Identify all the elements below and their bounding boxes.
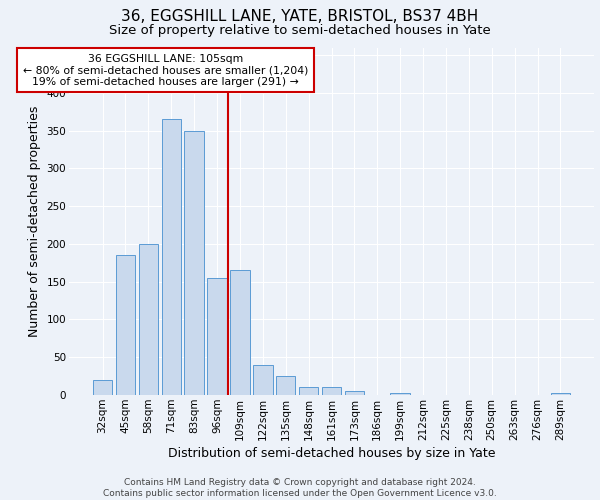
Bar (139, 244, 158, 395)
Text: 36, EGGSHILL LANE, YATE, BRISTOL, BS37 4BH: 36, EGGSHILL LANE, YATE, BRISTOL, BS37 4… (121, 9, 479, 24)
Bar (391, 392, 410, 395)
Bar (184, 130, 204, 395)
Text: Contains HM Land Registry data © Crown copyright and database right 2024.
Contai: Contains HM Land Registry data © Crown c… (103, 478, 497, 498)
Bar (344, 391, 364, 395)
Bar (230, 270, 250, 395)
X-axis label: Distribution of semi-detached houses by size in Yate: Distribution of semi-detached houses by … (168, 447, 495, 460)
Text: Size of property relative to semi-detached houses in Yate: Size of property relative to semi-detach… (109, 24, 491, 37)
Text: 36 EGGSHILL LANE: 105sqm
← 80% of semi-detached houses are smaller (1,204)
19% o: 36 EGGSHILL LANE: 105sqm ← 80% of semi-d… (23, 54, 308, 86)
Bar (161, 120, 181, 395)
Y-axis label: Number of semi-detached properties: Number of semi-detached properties (28, 106, 41, 337)
Bar (322, 388, 341, 395)
Bar (299, 388, 319, 395)
Bar (116, 255, 135, 395)
Bar (551, 394, 570, 395)
Bar (208, 278, 227, 395)
Bar (253, 365, 272, 395)
Bar (93, 380, 112, 395)
Bar (276, 376, 295, 395)
